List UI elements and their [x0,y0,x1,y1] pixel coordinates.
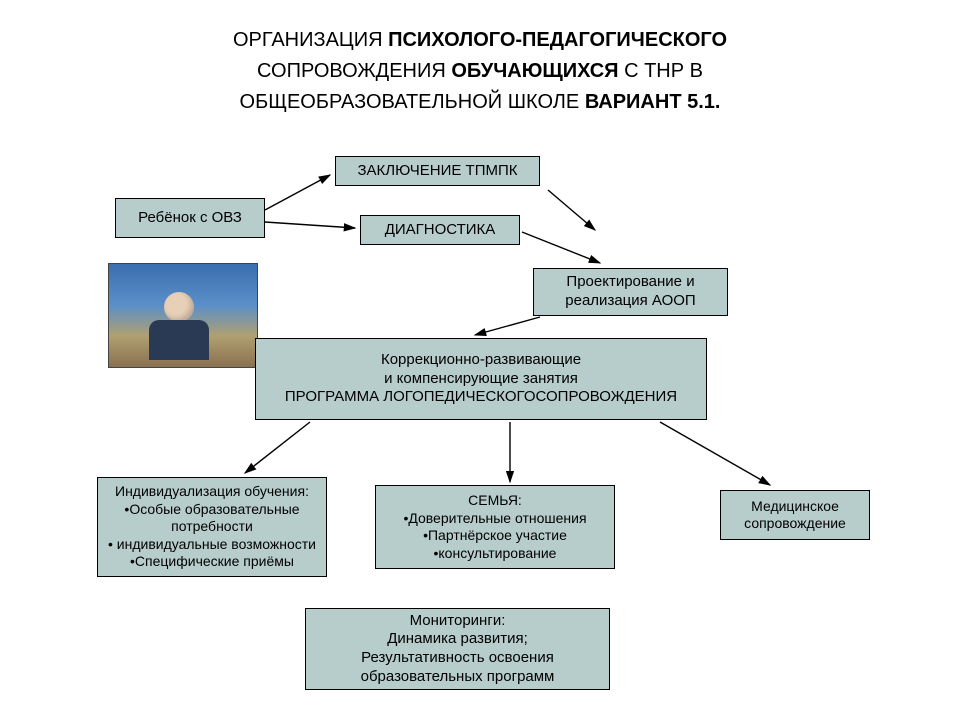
node-correctional-program: Коррекционно-развивающие и компенсирующи… [255,338,707,420]
title-l3a: ОБЩЕОБРАЗОВАТЕЛЬНОЙ ШКОЛЕ [240,91,585,113]
node-diagnostics: ДИАГНОСТИКА [360,215,520,245]
node-label: •Особые образовательные [124,501,299,519]
node-label: сопровождение [744,515,846,533]
node-design-aoop: Проектирование и реализация АООП [533,268,728,316]
node-label: Индивидуализация обучения: [115,483,309,501]
node-label: • индивидуальные возможности [108,536,316,554]
node-family: СЕМЬЯ: •Доверительные отношения •Партнёр… [375,485,615,569]
node-label: Проектирование и [566,273,694,292]
node-label: •консультирование [434,545,557,563]
node-label: Ребёнок с ОВЗ [138,209,242,228]
node-label: СЕМЬЯ: [468,492,522,510]
node-monitoring: Мониторинги: Динамика развития; Результа… [305,608,610,690]
node-label: ПРОГРАММА ЛОГОПЕДИЧЕСКОГОСОПРОВОЖДЕНИЯ [285,388,677,407]
node-medical: Медицинское сопровождение [720,490,870,540]
node-child-ovz: Ребёнок с ОВЗ [115,198,265,238]
node-label: реализация АООП [565,292,695,311]
node-label: •Партнёрское участие [423,527,567,545]
title-l1b: ПСИХОЛОГО-ПЕДАГОГИЧЕСКОГО [388,29,727,51]
node-label: •Доверительные отношения [403,510,586,528]
node-label: ДИАГНОСТИКА [385,221,496,240]
title-l3b: ВАРИАНТ 5.1. [585,91,721,113]
title-l2b: ОБУЧАЮЩИХСЯ [451,60,618,82]
title-l2a: СОПРОВОЖДЕНИЯ [257,60,451,82]
node-tpmpk: ЗАКЛЮЧЕНИЕ ТПМПК [335,156,540,186]
node-label: Коррекционно-развивающие [381,351,581,370]
node-label: Медицинское [751,498,839,516]
child-photo [108,263,258,368]
title-l2c: С ТНР В [619,60,703,82]
node-label: и компенсирующие занятия [384,370,578,389]
diagram-title: ОРГАНИЗАЦИЯ ПСИХОЛОГО-ПЕДАГОГИЧЕСКОГО СО… [0,25,960,118]
node-label: Мониторинги: [410,612,506,631]
node-label: Результативность освоения [361,649,554,668]
node-label: потребности [171,518,253,536]
title-l1a: ОРГАНИЗАЦИЯ [233,29,388,51]
node-label: Динамика развития; [387,630,528,649]
node-label: образовательных программ [361,668,555,687]
node-label: •Специфические приёмы [130,553,294,571]
node-individualization: Индивидуализация обучения: •Особые образ… [97,477,327,577]
node-label: ЗАКЛЮЧЕНИЕ ТПМПК [357,162,517,181]
